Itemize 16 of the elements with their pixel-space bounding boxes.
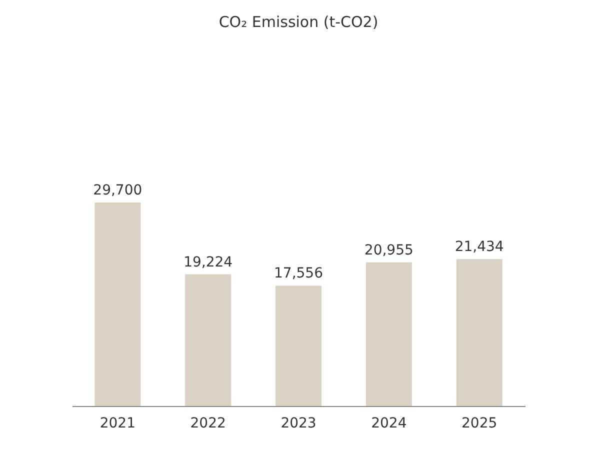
bar xyxy=(94,202,141,406)
chart-title: CO₂ Emission (t-CO2) xyxy=(218,13,378,31)
bar xyxy=(276,286,322,406)
data-label: 20,955 xyxy=(364,242,414,258)
data-label: 21,434 xyxy=(454,239,504,256)
x-tick-label: 2023 xyxy=(280,416,316,432)
bar xyxy=(366,262,412,406)
data-label: 17,556 xyxy=(274,266,324,282)
data-label: 29,700 xyxy=(93,182,142,198)
data-label: 19,224 xyxy=(184,254,233,270)
x-tick-label: 2022 xyxy=(190,416,226,432)
x-tick-label: 2025 xyxy=(462,416,498,432)
x-tick-label: 2021 xyxy=(100,416,136,432)
bar xyxy=(185,274,232,406)
x-tick-label: 2024 xyxy=(371,416,407,432)
bar xyxy=(456,259,502,406)
